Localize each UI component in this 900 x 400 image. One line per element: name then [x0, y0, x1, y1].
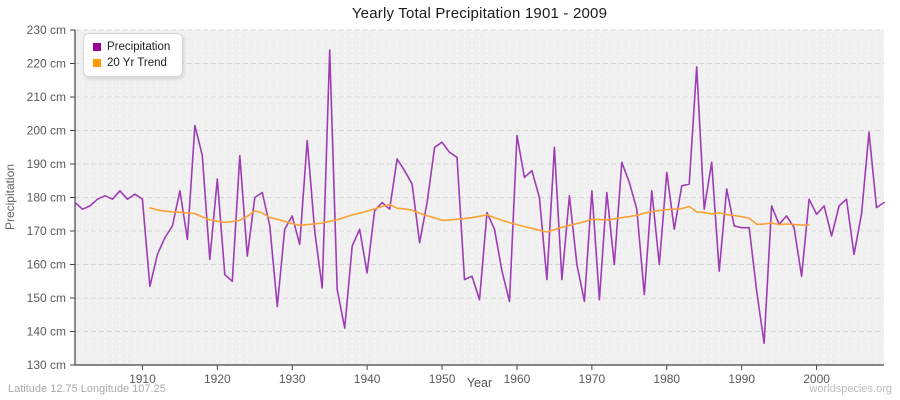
svg-text:180 cm: 180 cm — [27, 191, 66, 205]
20-yr-trend-line — [149, 203, 810, 233]
legend-label-trend: 20 Yr Trend — [107, 57, 167, 69]
svg-text:1990: 1990 — [728, 372, 755, 386]
svg-text:1920: 1920 — [204, 372, 231, 386]
precipitation-swatch-icon — [93, 43, 101, 51]
legend-label-precipitation: Precipitation — [107, 41, 171, 53]
svg-text:1970: 1970 — [579, 372, 606, 386]
svg-text:1950: 1950 — [429, 372, 456, 386]
svg-text:1910: 1910 — [129, 372, 156, 386]
svg-text:210 cm: 210 cm — [27, 90, 66, 104]
legend: Precipitation 20 Yr Trend — [83, 33, 184, 77]
legend-item-precipitation: Precipitation — [93, 39, 170, 55]
trend-swatch-icon — [93, 59, 101, 67]
svg-text:150 cm: 150 cm — [27, 291, 66, 305]
x-axis-title: Year — [466, 376, 493, 390]
svg-text:130 cm: 130 cm — [27, 358, 66, 372]
precipitation-line — [74, 49, 885, 345]
watermark: worldspecies.org — [809, 383, 892, 395]
vertical-gridlines — [74, 30, 885, 365]
svg-text:140 cm: 140 cm — [27, 325, 66, 339]
svg-text:1980: 1980 — [653, 372, 680, 386]
y-axis-title: Precipitation — [3, 163, 17, 231]
svg-text:2000: 2000 — [803, 372, 830, 386]
svg-text:190 cm: 190 cm — [27, 157, 66, 171]
chart-title: Yearly Total Precipitation 1901 - 2009 — [351, 5, 608, 22]
svg-text:1930: 1930 — [279, 372, 306, 386]
svg-text:1940: 1940 — [354, 372, 381, 386]
legend-item-trend: 20 Yr Trend — [93, 55, 170, 71]
y-tick-labels: 130 cm 140 cm 150 cm 160 cm 170 cm 180 cm 190 … — [27, 23, 75, 372]
svg-text:1960: 1960 — [504, 372, 531, 386]
svg-text:200 cm: 200 cm — [27, 124, 66, 138]
svg-text:160 cm: 160 cm — [27, 258, 66, 272]
coordinates-label: Latitude 12.75 Longitude 107.25 — [8, 383, 166, 395]
svg-text:170 cm: 170 cm — [27, 224, 66, 238]
svg-text:220 cm: 220 cm — [27, 57, 66, 71]
x-tick-labels: 1910 1920 1930 1940 1950 1960 1970 1980 1990 2000 — [129, 365, 830, 386]
svg-text:230 cm: 230 cm — [27, 23, 66, 37]
